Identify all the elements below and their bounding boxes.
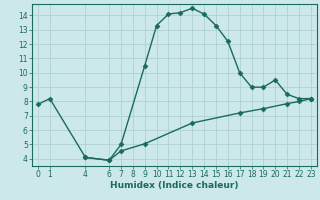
X-axis label: Humidex (Indice chaleur): Humidex (Indice chaleur) (110, 181, 239, 190)
